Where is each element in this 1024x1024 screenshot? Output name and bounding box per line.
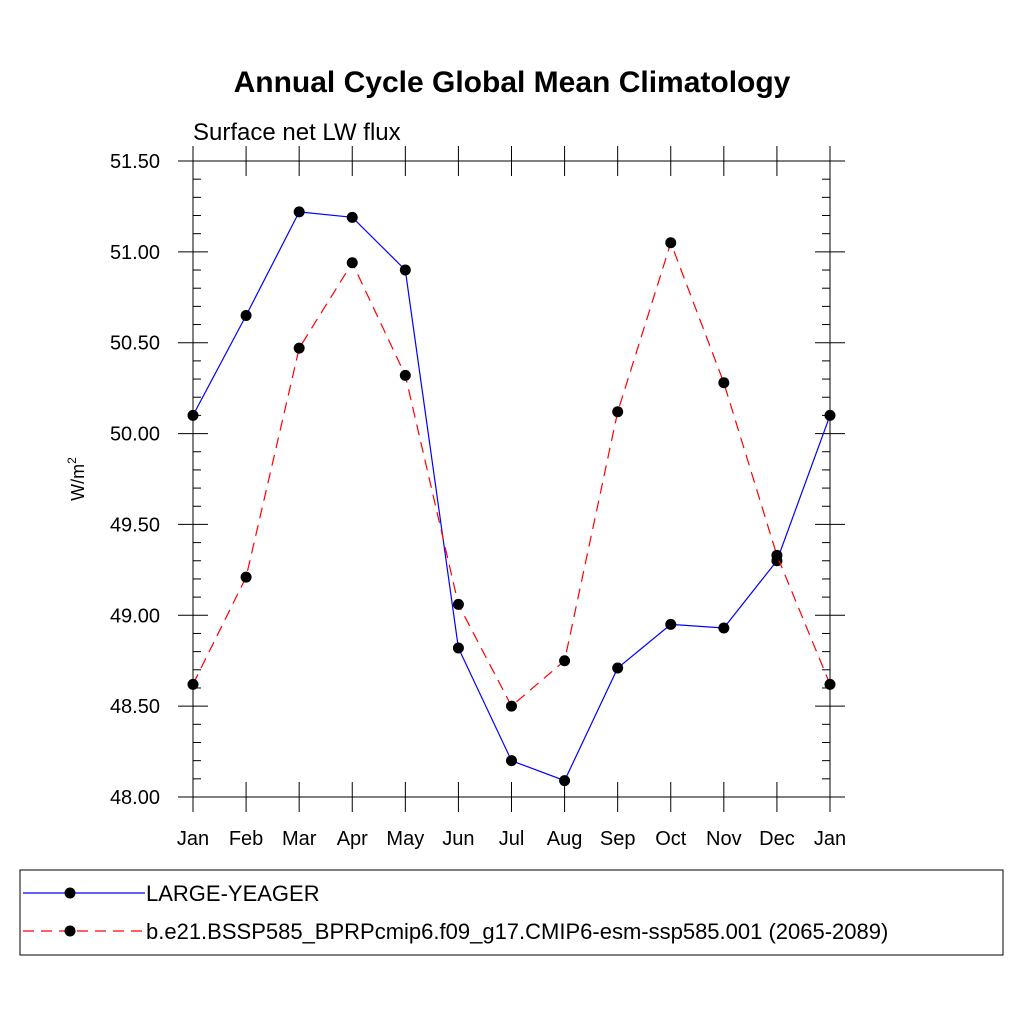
series-1-point	[452, 642, 464, 654]
legend-entries: LARGE-YEAGER b.e21.BSSP585_BPRPcmip6.f09_…	[23, 881, 888, 944]
legend-marker-2	[64, 925, 76, 937]
series-2-point	[452, 598, 464, 610]
series-2-point	[718, 377, 730, 389]
series-2-point	[559, 655, 571, 667]
chart-subtitle: Surface net LW flux	[193, 119, 401, 146]
x-tick-label: Nov	[706, 828, 742, 850]
x-tick-label: Oct	[655, 828, 687, 850]
legend-label-2: b.e21.BSSP585_BPRPcmip6.f09_g17.CMIP6-es…	[146, 919, 888, 944]
axis-ticks	[178, 146, 845, 812]
series-1-point	[559, 775, 571, 787]
series-2-point	[612, 406, 624, 418]
legend-label-1: LARGE-YEAGER	[146, 881, 320, 906]
x-tick-label: Mar	[282, 828, 317, 850]
y-tick-label: 51.00	[110, 242, 160, 264]
x-tick-label: Sep	[600, 828, 636, 850]
series-2-point	[399, 369, 411, 381]
x-tick-labels: Jan Feb Mar Apr May Jun Jul Aug Sep Oct Nov Dec Jan	[177, 828, 846, 850]
x-tick-label: Jan	[814, 828, 846, 850]
x-tick-label: Jan	[177, 828, 209, 850]
svg-text:W/m2: W/m2	[65, 457, 88, 501]
y-axis-label-superscript: 2	[65, 457, 79, 464]
series-2-point	[187, 678, 199, 690]
y-tick-label: 49.50	[110, 514, 160, 536]
x-tick-label: Apr	[337, 828, 368, 850]
legend-box	[19, 869, 1004, 956]
y-tick-label: 48.00	[110, 787, 160, 809]
y-axis-label-text: W/m	[68, 464, 88, 501]
series-2-point	[665, 237, 677, 249]
x-tick-label: Jun	[442, 828, 474, 850]
series-2-point	[346, 257, 358, 269]
series-1-point	[824, 409, 836, 421]
y-tick-label: 50.00	[110, 424, 160, 446]
series-2-point	[824, 678, 836, 690]
series-1-point	[293, 206, 305, 218]
series-2-point	[293, 342, 305, 354]
series-2-point	[506, 700, 517, 712]
plot-frame	[192, 160, 831, 798]
series-line-2	[192, 240, 831, 708]
legend-marker-1	[64, 887, 76, 899]
y-tick-label: 51.50	[110, 151, 160, 173]
series-layer	[187, 206, 836, 787]
y-tick-label: 49.00	[110, 605, 160, 627]
series-2-point	[240, 571, 252, 583]
x-tick-label: Jul	[499, 828, 525, 850]
series-1-point	[187, 409, 199, 421]
chart-title: Annual Cycle Global Mean Climatology	[234, 66, 791, 99]
series-1-point	[718, 622, 730, 634]
series-1-point	[506, 755, 517, 767]
series-1-point	[346, 211, 358, 223]
y-tick-label: 50.50	[110, 333, 160, 355]
series-1-point	[240, 309, 252, 321]
x-tick-label: Dec	[759, 828, 795, 850]
y-tick-labels: 48.00 48.50 49.00 49.50 50.00 50.50 51.00 51.50	[110, 151, 160, 809]
x-tick-label: Aug	[547, 828, 583, 850]
series-1-point	[665, 618, 677, 630]
legend: LARGE-YEAGER b.e21.BSSP585_BPRPcmip6.f09_…	[19, 869, 1004, 956]
series-2-point	[771, 549, 783, 561]
series-1-point	[612, 662, 624, 674]
y-axis-label: W/m2	[65, 457, 88, 501]
series-1-point	[399, 264, 411, 276]
series-line-1	[192, 211, 831, 782]
x-tick-label: May	[386, 828, 424, 850]
x-tick-label: Feb	[229, 828, 263, 850]
y-tick-label: 48.50	[110, 696, 160, 718]
